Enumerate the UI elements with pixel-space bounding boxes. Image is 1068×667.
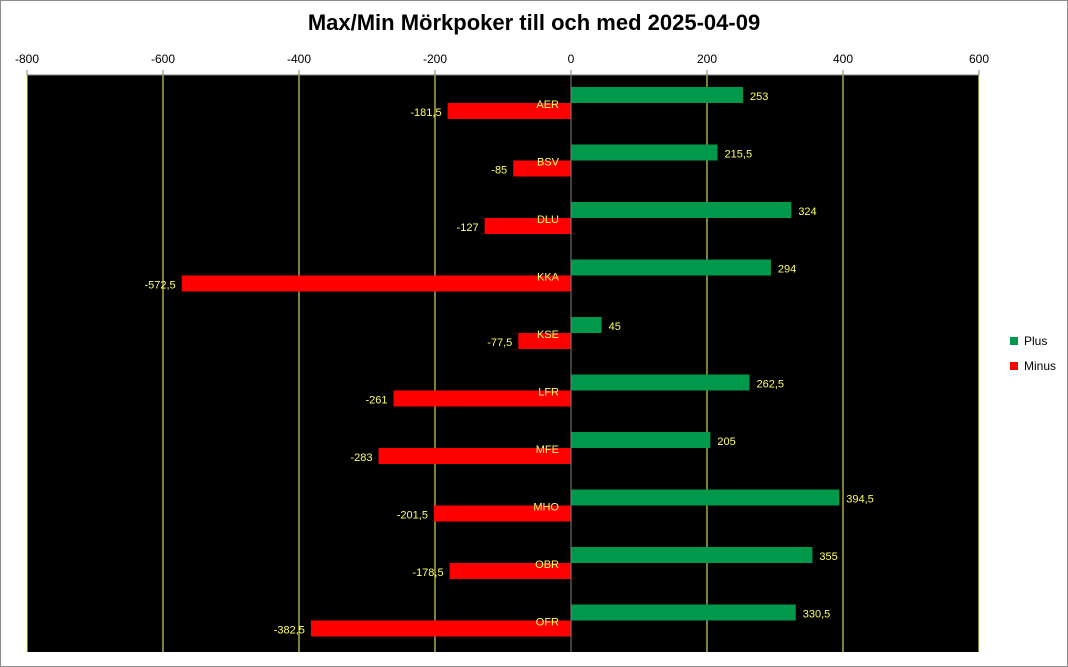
category-label: BSV [537, 157, 560, 169]
data-label-minus: -382,5 [274, 625, 305, 637]
data-label-minus: -572,5 [144, 280, 175, 292]
x-tick-label: -400 [287, 52, 311, 66]
bar-plus [571, 489, 840, 506]
data-label-minus: -127 [457, 222, 479, 234]
bar-minus [447, 103, 571, 119]
bar-plus [571, 202, 792, 218]
data-label-plus: 330,5 [803, 609, 831, 621]
category-label: OBR [535, 559, 559, 571]
data-label-plus: 45 [609, 321, 621, 333]
data-label-plus: 394,5 [846, 494, 874, 506]
plot-area [27, 75, 979, 652]
bar-minus [518, 333, 571, 349]
data-label-plus: 253 [750, 91, 768, 103]
bar-plus [571, 144, 718, 161]
bar-minus [513, 160, 571, 177]
bar-plus [571, 604, 796, 621]
category-label: OFR [536, 617, 559, 629]
bar-plus [571, 317, 602, 333]
data-label-minus: -181,5 [410, 107, 441, 119]
x-tick-label: -600 [151, 52, 175, 66]
category-label: AER [536, 99, 559, 111]
data-label-minus: -85 [491, 165, 507, 177]
bar-minus [393, 390, 571, 407]
bar-minus [181, 275, 571, 292]
data-label-minus: -261 [365, 395, 387, 407]
data-label-minus: -283 [351, 452, 373, 464]
legend-swatch-plus [1010, 337, 1018, 345]
data-label-plus: 324 [798, 206, 816, 218]
data-label-minus: -77,5 [487, 337, 512, 349]
bar-minus [484, 218, 571, 234]
data-label-minus: -178,5 [412, 567, 443, 579]
x-tick-label: 200 [697, 52, 717, 66]
category-label: MFE [536, 444, 559, 456]
data-label-plus: 205 [717, 436, 735, 448]
data-label-plus: 294 [778, 264, 796, 276]
bar-plus [571, 547, 813, 563]
category-label: DLU [537, 214, 559, 226]
bar-plus [571, 87, 744, 103]
chart-title: Max/Min Mörkpoker till och med 2025-04-0… [307, 10, 761, 35]
category-label: KSE [537, 329, 559, 341]
x-tick-label: -800 [15, 52, 39, 66]
bar-minus [449, 563, 571, 579]
data-label-plus: 355 [819, 551, 837, 563]
x-tick-label: 600 [969, 52, 989, 66]
legend-swatch-minus [1010, 362, 1018, 370]
x-tick-label: 400 [833, 52, 853, 66]
legend-label-plus: Plus [1024, 334, 1048, 348]
x-tick-label: -200 [423, 52, 447, 66]
bar-minus [433, 505, 571, 522]
legend-item-plus: Plus [1010, 334, 1047, 348]
legend-item-minus: Minus [1010, 359, 1056, 373]
x-tick-label: 0 [568, 52, 575, 66]
data-label-minus: -201,5 [397, 510, 428, 522]
category-label: MHO [533, 502, 559, 514]
category-label: KKA [537, 272, 560, 284]
bar-plus [571, 432, 711, 448]
bar-minus [378, 448, 571, 464]
bar-minus [310, 620, 571, 637]
bar-plus [571, 374, 750, 391]
data-label-plus: 262,5 [757, 379, 785, 391]
data-label-plus: 215,5 [725, 149, 753, 161]
category-label: LFR [538, 387, 559, 399]
legend-label-minus: Minus [1024, 359, 1057, 373]
bar-plus [571, 259, 771, 276]
